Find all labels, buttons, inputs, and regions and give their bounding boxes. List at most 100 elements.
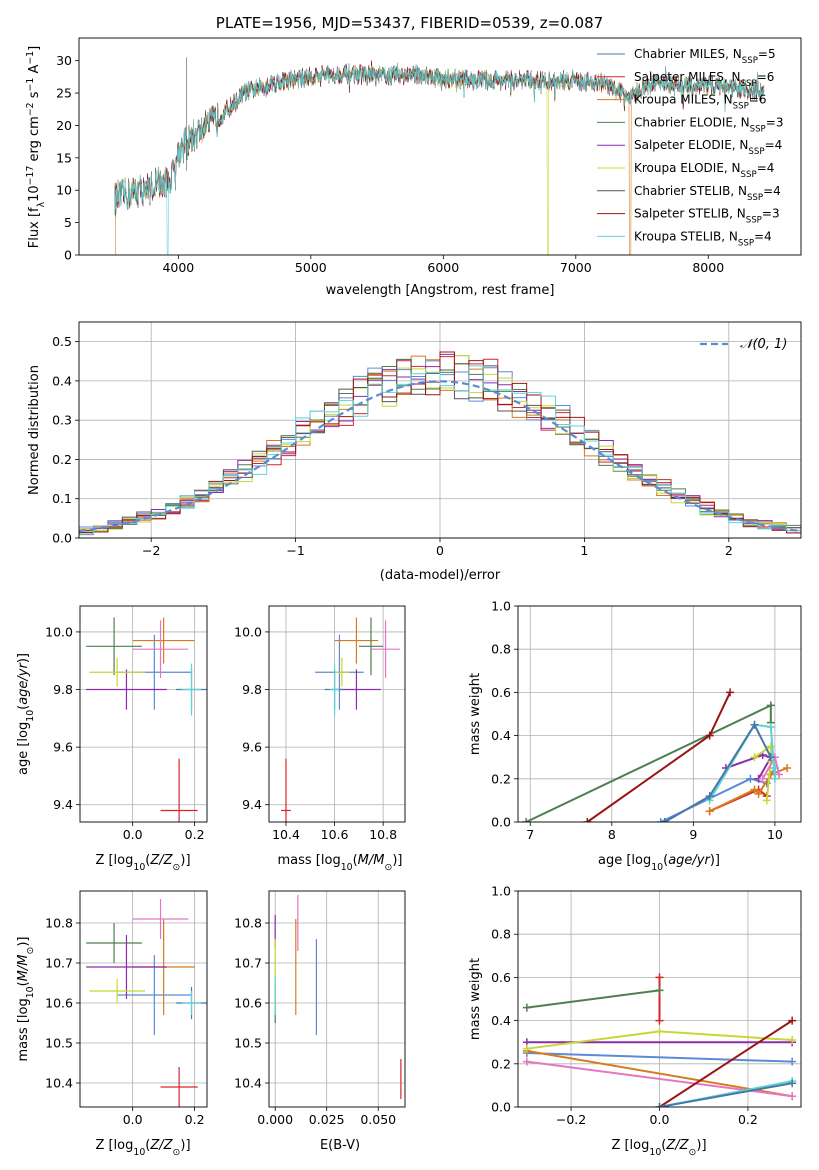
label-part: SSP bbox=[738, 238, 754, 248]
y-axis-label: Flux [fλ10−17 erg cm−2 s−1 A−1] bbox=[25, 46, 47, 248]
mass-weight-z-panel: −0.2 0.0 0.2 0.0 0.2 0.4 0.6 0.8 1.0 bbox=[491, 884, 802, 1127]
x-axis-label: (data-model)/error bbox=[380, 568, 501, 583]
x-tick-label: 0.0 bbox=[650, 1112, 670, 1127]
mass-weight-marker bbox=[655, 1027, 664, 1036]
label-part: =4 bbox=[754, 229, 772, 243]
y-tick-label: 20 bbox=[56, 118, 72, 133]
legend-label: Chabrier MILES, NSSP=5 bbox=[634, 47, 776, 66]
label-part: )] bbox=[710, 853, 720, 868]
y-tick-label: 10.8 bbox=[234, 916, 262, 931]
label-part: Flux [f bbox=[27, 207, 42, 248]
label-part: age/yr bbox=[668, 853, 711, 868]
mass-weight-line bbox=[526, 1052, 793, 1063]
y-tick-label: 0.6 bbox=[491, 970, 511, 985]
mass-weight-marker bbox=[726, 688, 735, 697]
y-tick-label: 0.4 bbox=[491, 728, 511, 743]
mass-weight-marker bbox=[655, 1016, 664, 1025]
mass-weight-marker bbox=[746, 774, 755, 783]
x-tick-label: 6000 bbox=[427, 260, 459, 275]
label-part: 10 bbox=[25, 986, 36, 998]
y-tick-label: 9.4 bbox=[242, 797, 262, 812]
label-part: SSP bbox=[750, 124, 766, 134]
axes-frame bbox=[78, 37, 802, 256]
y-tick-label: 0.5 bbox=[52, 334, 72, 349]
mass-weight-line bbox=[586, 691, 731, 822]
y-tick-label: 9.8 bbox=[242, 682, 262, 697]
label-part: ⊙ bbox=[173, 862, 181, 873]
x-tick-label: −2 bbox=[142, 543, 160, 558]
y-tick-label: 0.0 bbox=[491, 1100, 511, 1115]
label-part: =5 bbox=[758, 47, 776, 61]
y-tick-label: 0.8 bbox=[491, 927, 511, 942]
axes-frame bbox=[78, 321, 802, 539]
y-tick-label: 0.1 bbox=[52, 491, 72, 506]
mass-weight-age-panel: 7 8 9 10 0.0 0.2 0.4 0.6 0.8 1.0 bbox=[491, 599, 802, 842]
label-part: =6 bbox=[749, 93, 767, 107]
legend-label: Salpeter ELODIE, NSSP=4 bbox=[634, 138, 782, 157]
legend-label: Salpeter MILES, NSSP=6 bbox=[634, 70, 774, 89]
label-part: Kroupa ELODIE, N bbox=[634, 161, 741, 175]
label-part: =4 bbox=[765, 138, 783, 152]
label-part: SSP bbox=[741, 79, 757, 89]
mass-weight-line bbox=[725, 753, 773, 780]
legend-label: Salpeter STELIB, NSSP=3 bbox=[634, 207, 780, 226]
label-part: ( bbox=[145, 1138, 150, 1153]
y-tick-label: 5 bbox=[64, 215, 72, 230]
mass-weight-line bbox=[526, 1049, 793, 1098]
y-tick-label: 10.5 bbox=[45, 1036, 73, 1051]
mass-weight-marker bbox=[770, 764, 779, 772]
y-tick-label: 10.8 bbox=[45, 916, 73, 931]
x-axis-label: Z [log10(Z/Z⊙)] bbox=[611, 1138, 706, 1158]
y-tick-label: 30 bbox=[56, 53, 72, 68]
label-part: )] bbox=[696, 1138, 706, 1153]
x-axis-label: Z [log10(Z/Z⊙)] bbox=[95, 1138, 190, 1158]
mass-weight-marker bbox=[750, 785, 759, 794]
x-tick-label: 8 bbox=[608, 827, 616, 842]
y-axis-label: mass weight bbox=[468, 958, 483, 1040]
label-part: )] bbox=[16, 653, 31, 663]
y-tick-label: 0.0 bbox=[52, 531, 72, 546]
mass-weight-marker bbox=[766, 770, 775, 779]
label-part: Chabrier STELIB, N bbox=[634, 184, 747, 198]
mass-vs-z-panel: 0.0 0.2 10.4 10.5 10.6 10.7 10.8 bbox=[45, 890, 208, 1127]
x-tick-label: 7000 bbox=[560, 260, 592, 275]
label-part: SSP bbox=[747, 193, 763, 203]
plot-area bbox=[114, 57, 765, 255]
y-tick-label: 9.8 bbox=[53, 682, 73, 697]
y-tick-label: 9.6 bbox=[53, 740, 73, 755]
histogram-series bbox=[79, 365, 801, 538]
y-tick-label: 0.2 bbox=[52, 452, 72, 467]
label-part: s bbox=[27, 91, 42, 102]
label-part: −2 bbox=[25, 102, 36, 116]
y-axis-label: age [log10(age/yr)] bbox=[16, 653, 36, 775]
label-part: Z/Z bbox=[149, 1138, 173, 1153]
mass-weight-marker bbox=[522, 1003, 531, 1012]
mass-weight-marker bbox=[788, 1092, 797, 1101]
x-axis-label: Z [log10(Z/Z⊙)] bbox=[95, 853, 190, 873]
label-part: ⊙ bbox=[25, 947, 36, 955]
legend-label: Kroupa MILES, NSSP=6 bbox=[634, 93, 767, 112]
age-vs-z-panel: 0.0 0.2 9.4 9.6 9.8 10.0 bbox=[45, 605, 208, 842]
y-tick-label: 0.8 bbox=[491, 642, 511, 657]
label-part: ( bbox=[145, 853, 150, 868]
y-tick-label: 10.4 bbox=[234, 1076, 262, 1091]
label-part: )] bbox=[180, 853, 190, 868]
age-vs-mass-panel: 10.4 10.6 10.8 9.4 9.6 9.8 10.0 bbox=[234, 605, 406, 842]
x-tick-label: 0 bbox=[436, 543, 444, 558]
y-tick-label: 0.6 bbox=[491, 685, 511, 700]
label-part: =3 bbox=[762, 207, 780, 221]
label-part: Z [log bbox=[95, 853, 133, 868]
y-tick-label: 10.6 bbox=[234, 996, 262, 1011]
label-part: −17 bbox=[25, 166, 36, 186]
y-tick-label: 10.0 bbox=[45, 624, 73, 639]
label-part: λ bbox=[36, 201, 47, 207]
x-tick-label: 8000 bbox=[692, 260, 724, 275]
label-part: SSP bbox=[733, 102, 749, 112]
y-tick-label: 0.3 bbox=[52, 413, 72, 428]
label-part: ] bbox=[27, 46, 42, 51]
plot-area bbox=[86, 617, 207, 822]
label-part: age [log bbox=[598, 853, 651, 868]
label-part: age/yr bbox=[16, 661, 31, 704]
label-part: M/M bbox=[16, 955, 31, 982]
label-part: =4 bbox=[763, 184, 781, 198]
